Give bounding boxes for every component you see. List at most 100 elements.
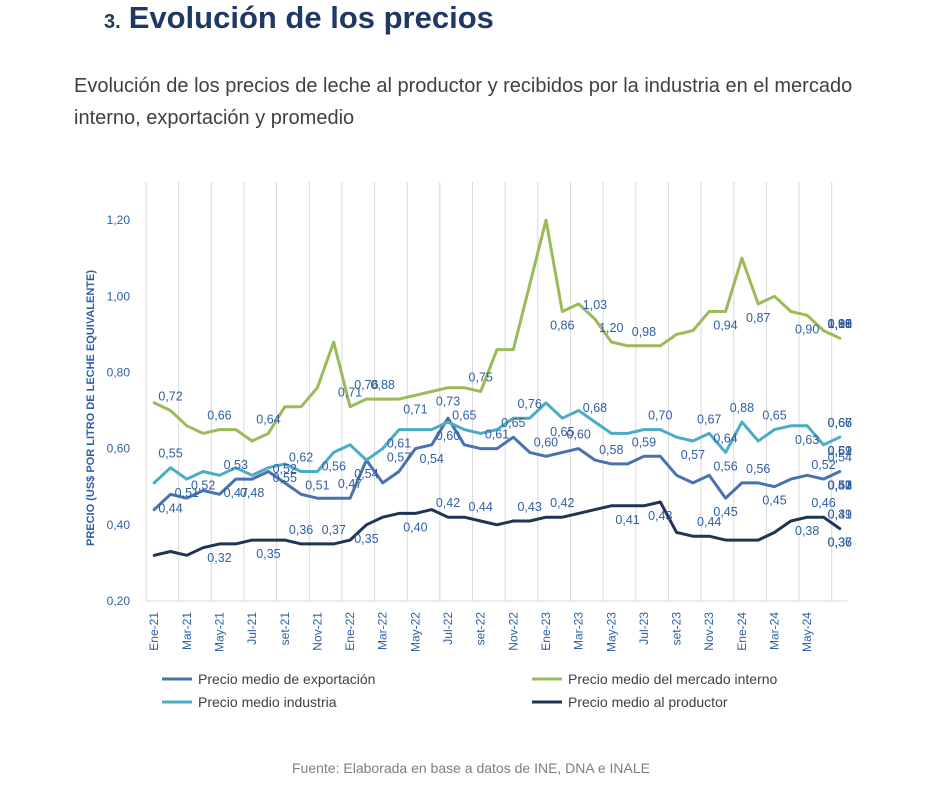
section-heading: 3. Evolución de los precios — [104, 0, 494, 36]
data-label: 0,59 — [828, 444, 852, 458]
legend-label: Precio medio industria — [198, 694, 337, 710]
data-label: 0,66 — [207, 409, 231, 423]
data-label: 0,57 — [681, 448, 705, 462]
y-tick-label: 0,60 — [107, 442, 131, 456]
data-label: 0,53 — [224, 458, 248, 472]
data-label: 0,68 — [583, 401, 607, 415]
data-label: 0,60 — [436, 429, 460, 443]
data-label: 0,54 — [354, 467, 378, 481]
chart-grid — [145, 182, 848, 602]
data-label: 0,56 — [322, 459, 346, 473]
data-label: 0,96 — [828, 317, 852, 331]
data-label: 0,73 — [436, 395, 460, 409]
data-label: 0,88 — [730, 401, 754, 415]
data-label: 0,51 — [828, 478, 852, 492]
data-label: 0,60 — [566, 428, 590, 442]
data-label: 1,20 — [599, 321, 623, 335]
data-label: 0,45 — [713, 505, 737, 519]
data-label: 0,43 — [648, 509, 672, 523]
data-label: 0,88 — [371, 378, 395, 392]
data-label: 0,32 — [207, 551, 231, 565]
data-label: 0,65 — [550, 425, 574, 439]
x-tick-label: May-21 — [212, 612, 226, 652]
data-label: 0,98 — [828, 317, 852, 331]
data-label: 0,66 — [828, 416, 852, 430]
data-label: 0,44 — [697, 515, 721, 529]
y-tick-label: 0,80 — [107, 365, 131, 379]
y-tick-label: 0,20 — [107, 594, 131, 608]
data-label: 0,90 — [795, 322, 819, 336]
data-label: 0,60 — [534, 435, 558, 449]
x-tick-label: Mar-21 — [180, 612, 194, 650]
data-label: 0,64 — [256, 412, 280, 426]
data-label: 0,61 — [828, 444, 852, 458]
data-label: 0,98 — [632, 325, 656, 339]
data-label: 0,67 — [697, 412, 721, 426]
data-label: 0,89 — [828, 317, 852, 331]
data-label: 0,40 — [403, 520, 427, 534]
data-label: 0,76 — [354, 378, 378, 392]
data-labels: 0,720,440,550,510,520,660,320,470,530,48… — [158, 298, 852, 565]
data-label: 0,71 — [403, 402, 427, 416]
data-label: 0,53 — [828, 478, 852, 492]
data-label: 0,72 — [158, 390, 182, 404]
data-label: 0,61 — [485, 428, 509, 442]
section-number: 3. — [104, 11, 121, 33]
data-label: 0,47 — [224, 486, 248, 500]
data-label: 0,44 — [158, 501, 182, 515]
data-label: 0,76 — [517, 397, 541, 411]
data-label: 0,46 — [811, 496, 835, 510]
data-label: 0,65 — [762, 409, 786, 423]
x-tick-label: May-22 — [408, 612, 422, 652]
data-label: 0,51 — [305, 478, 329, 492]
data-label: 0,47 — [338, 477, 362, 491]
data-label: 1,00 — [828, 317, 852, 331]
data-label: 0,36 — [828, 536, 852, 550]
data-label: 0,37 — [828, 536, 852, 550]
series-line-3 — [152, 500, 842, 557]
data-label: 0,43 — [517, 500, 541, 514]
data-label: 0,71 — [338, 386, 362, 400]
x-tick-label: Jul-23 — [637, 612, 651, 645]
y-axis-ticks: 0,20 0,40 0,60 0,80 1,00 1,20 — [107, 213, 131, 608]
chart-subtitle: Evolución de los precios de leche al pro… — [74, 75, 853, 129]
data-label: 0,59 — [632, 435, 656, 449]
x-tick-label: Nov-21 — [310, 612, 324, 651]
x-tick-label: May-23 — [604, 612, 618, 652]
x-tick-label: Nov-23 — [702, 612, 716, 651]
x-tick-label: set-22 — [474, 612, 488, 646]
data-label: 0,66 — [828, 416, 852, 430]
x-tick-label: Ene-22 — [343, 612, 357, 651]
legend-label: Precio medio al productor — [568, 694, 728, 710]
x-tick-label: Ene-23 — [539, 612, 553, 651]
data-label: 0,94 — [713, 319, 737, 333]
x-tick-label: Mar-22 — [376, 612, 390, 650]
data-label: 0,38 — [795, 524, 819, 538]
data-label: 0,61 — [387, 437, 411, 451]
data-label: 0,37 — [322, 523, 346, 537]
data-label: 0,65 — [501, 416, 525, 430]
data-label: 0,70 — [648, 409, 672, 423]
data-label: 0,56 — [746, 462, 770, 476]
x-tick-label: Ene-21 — [147, 612, 161, 651]
data-label: 0,58 — [599, 443, 623, 457]
x-tick-label: Jul-21 — [245, 612, 259, 645]
source-note: Fuente: Elaborada en base a datos de INE… — [292, 760, 650, 776]
data-label: 0,39 — [828, 508, 852, 522]
data-label: 0,62 — [289, 450, 313, 464]
data-label: 0,47 — [828, 478, 852, 492]
x-tick-label: Jul-22 — [441, 612, 455, 645]
data-label: 0,42 — [550, 496, 574, 510]
data-label: 0,54 — [828, 450, 852, 464]
x-tick-label: Nov-22 — [506, 612, 520, 651]
y-tick-label: 1,00 — [107, 289, 131, 303]
series-line-2 — [152, 401, 842, 485]
data-label: 0,75 — [469, 371, 493, 385]
data-label: 0,36 — [289, 523, 313, 537]
y-axis-label: PRECIO (US$ POR LITRO DE LECHE EQUIVALEN… — [85, 270, 97, 546]
data-label: 0,62 — [828, 444, 852, 458]
x-tick-label: set-21 — [278, 612, 292, 646]
data-label: 0,48 — [240, 486, 264, 500]
data-label: 0,96 — [828, 317, 852, 331]
